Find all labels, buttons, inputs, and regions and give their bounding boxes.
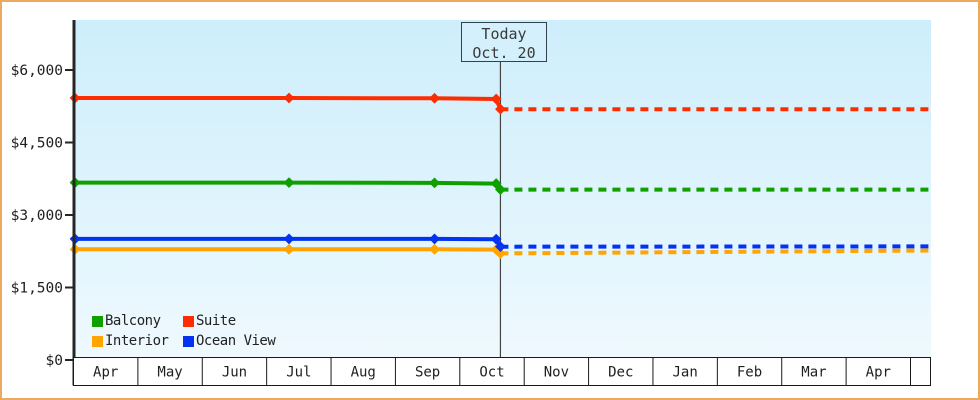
- today-date: Oct. 20: [472, 44, 536, 62]
- legend-swatch: [92, 335, 103, 347]
- y-axis-tick: [65, 286, 73, 289]
- month-label: Apr: [866, 365, 891, 381]
- series-suite: [69, 92, 931, 115]
- data-point-marker: [495, 184, 506, 196]
- data-point-marker: [495, 248, 506, 259]
- y-tick-label: $0: [46, 353, 63, 369]
- y-axis-tick: [65, 69, 73, 71]
- legend-item-suite: Suite: [183, 312, 275, 330]
- y-tick-label: $6,000: [11, 63, 63, 79]
- data-point-marker: [495, 103, 506, 115]
- legend-label: Balcony: [105, 313, 161, 329]
- data-point-marker: [283, 92, 295, 104]
- data-point-marker: [429, 233, 440, 245]
- series-balcony: [69, 177, 931, 196]
- legend-item-balcony: Balcony: [92, 312, 183, 330]
- today-annotation-box: Today Oct. 20: [461, 22, 547, 62]
- legend-swatch: [183, 335, 194, 347]
- month-label: Jun: [222, 365, 247, 381]
- chart-legend: Balcony Suite Interior Ocean View: [92, 312, 276, 350]
- series-line-projected: [500, 248, 932, 256]
- month-label: May: [157, 365, 182, 381]
- month-label: Apr: [93, 365, 118, 381]
- month-label: Oct: [479, 365, 504, 381]
- data-point-marker: [429, 243, 440, 255]
- data-point-marker: [283, 233, 295, 245]
- data-point-marker: [283, 177, 295, 189]
- y-axis-tick: [65, 359, 73, 361]
- data-point-marker: [429, 92, 440, 104]
- month-label: Sep: [415, 365, 440, 381]
- y-tick-label: $4,500: [11, 136, 63, 152]
- data-point-marker: [283, 243, 295, 255]
- month-band: [73, 357, 931, 386]
- data-point-marker: [429, 177, 440, 189]
- legend-swatch: [92, 315, 103, 327]
- month-label: Jan: [673, 365, 698, 381]
- legend-item-interior: Interior: [92, 332, 183, 350]
- y-tick-label: $3,000: [11, 208, 63, 224]
- legend-item-ocean-view: Ocean View: [183, 332, 276, 350]
- month-label: Dec: [608, 365, 633, 381]
- data-point-marker: [490, 233, 502, 245]
- month-label: Mar: [801, 365, 826, 381]
- today-label: Today: [481, 25, 527, 43]
- y-tick-label: $1,500: [11, 281, 63, 297]
- legend-label: Ocean View: [196, 333, 276, 349]
- data-point-marker: [495, 241, 506, 253]
- month-label: Nov: [544, 365, 569, 381]
- month-label: Feb: [737, 365, 762, 381]
- y-axis-tick: [65, 214, 73, 216]
- y-axis-tick: [65, 141, 73, 144]
- y-axis-line: [72, 20, 76, 386]
- legend-label: Suite: [196, 313, 236, 329]
- month-label: Jul: [286, 365, 311, 381]
- month-label: Aug: [351, 365, 376, 381]
- series-ocean-view: [69, 233, 932, 253]
- data-point-marker: [490, 93, 502, 105]
- legend-label: Interior: [105, 333, 169, 349]
- legend-swatch: [183, 315, 194, 327]
